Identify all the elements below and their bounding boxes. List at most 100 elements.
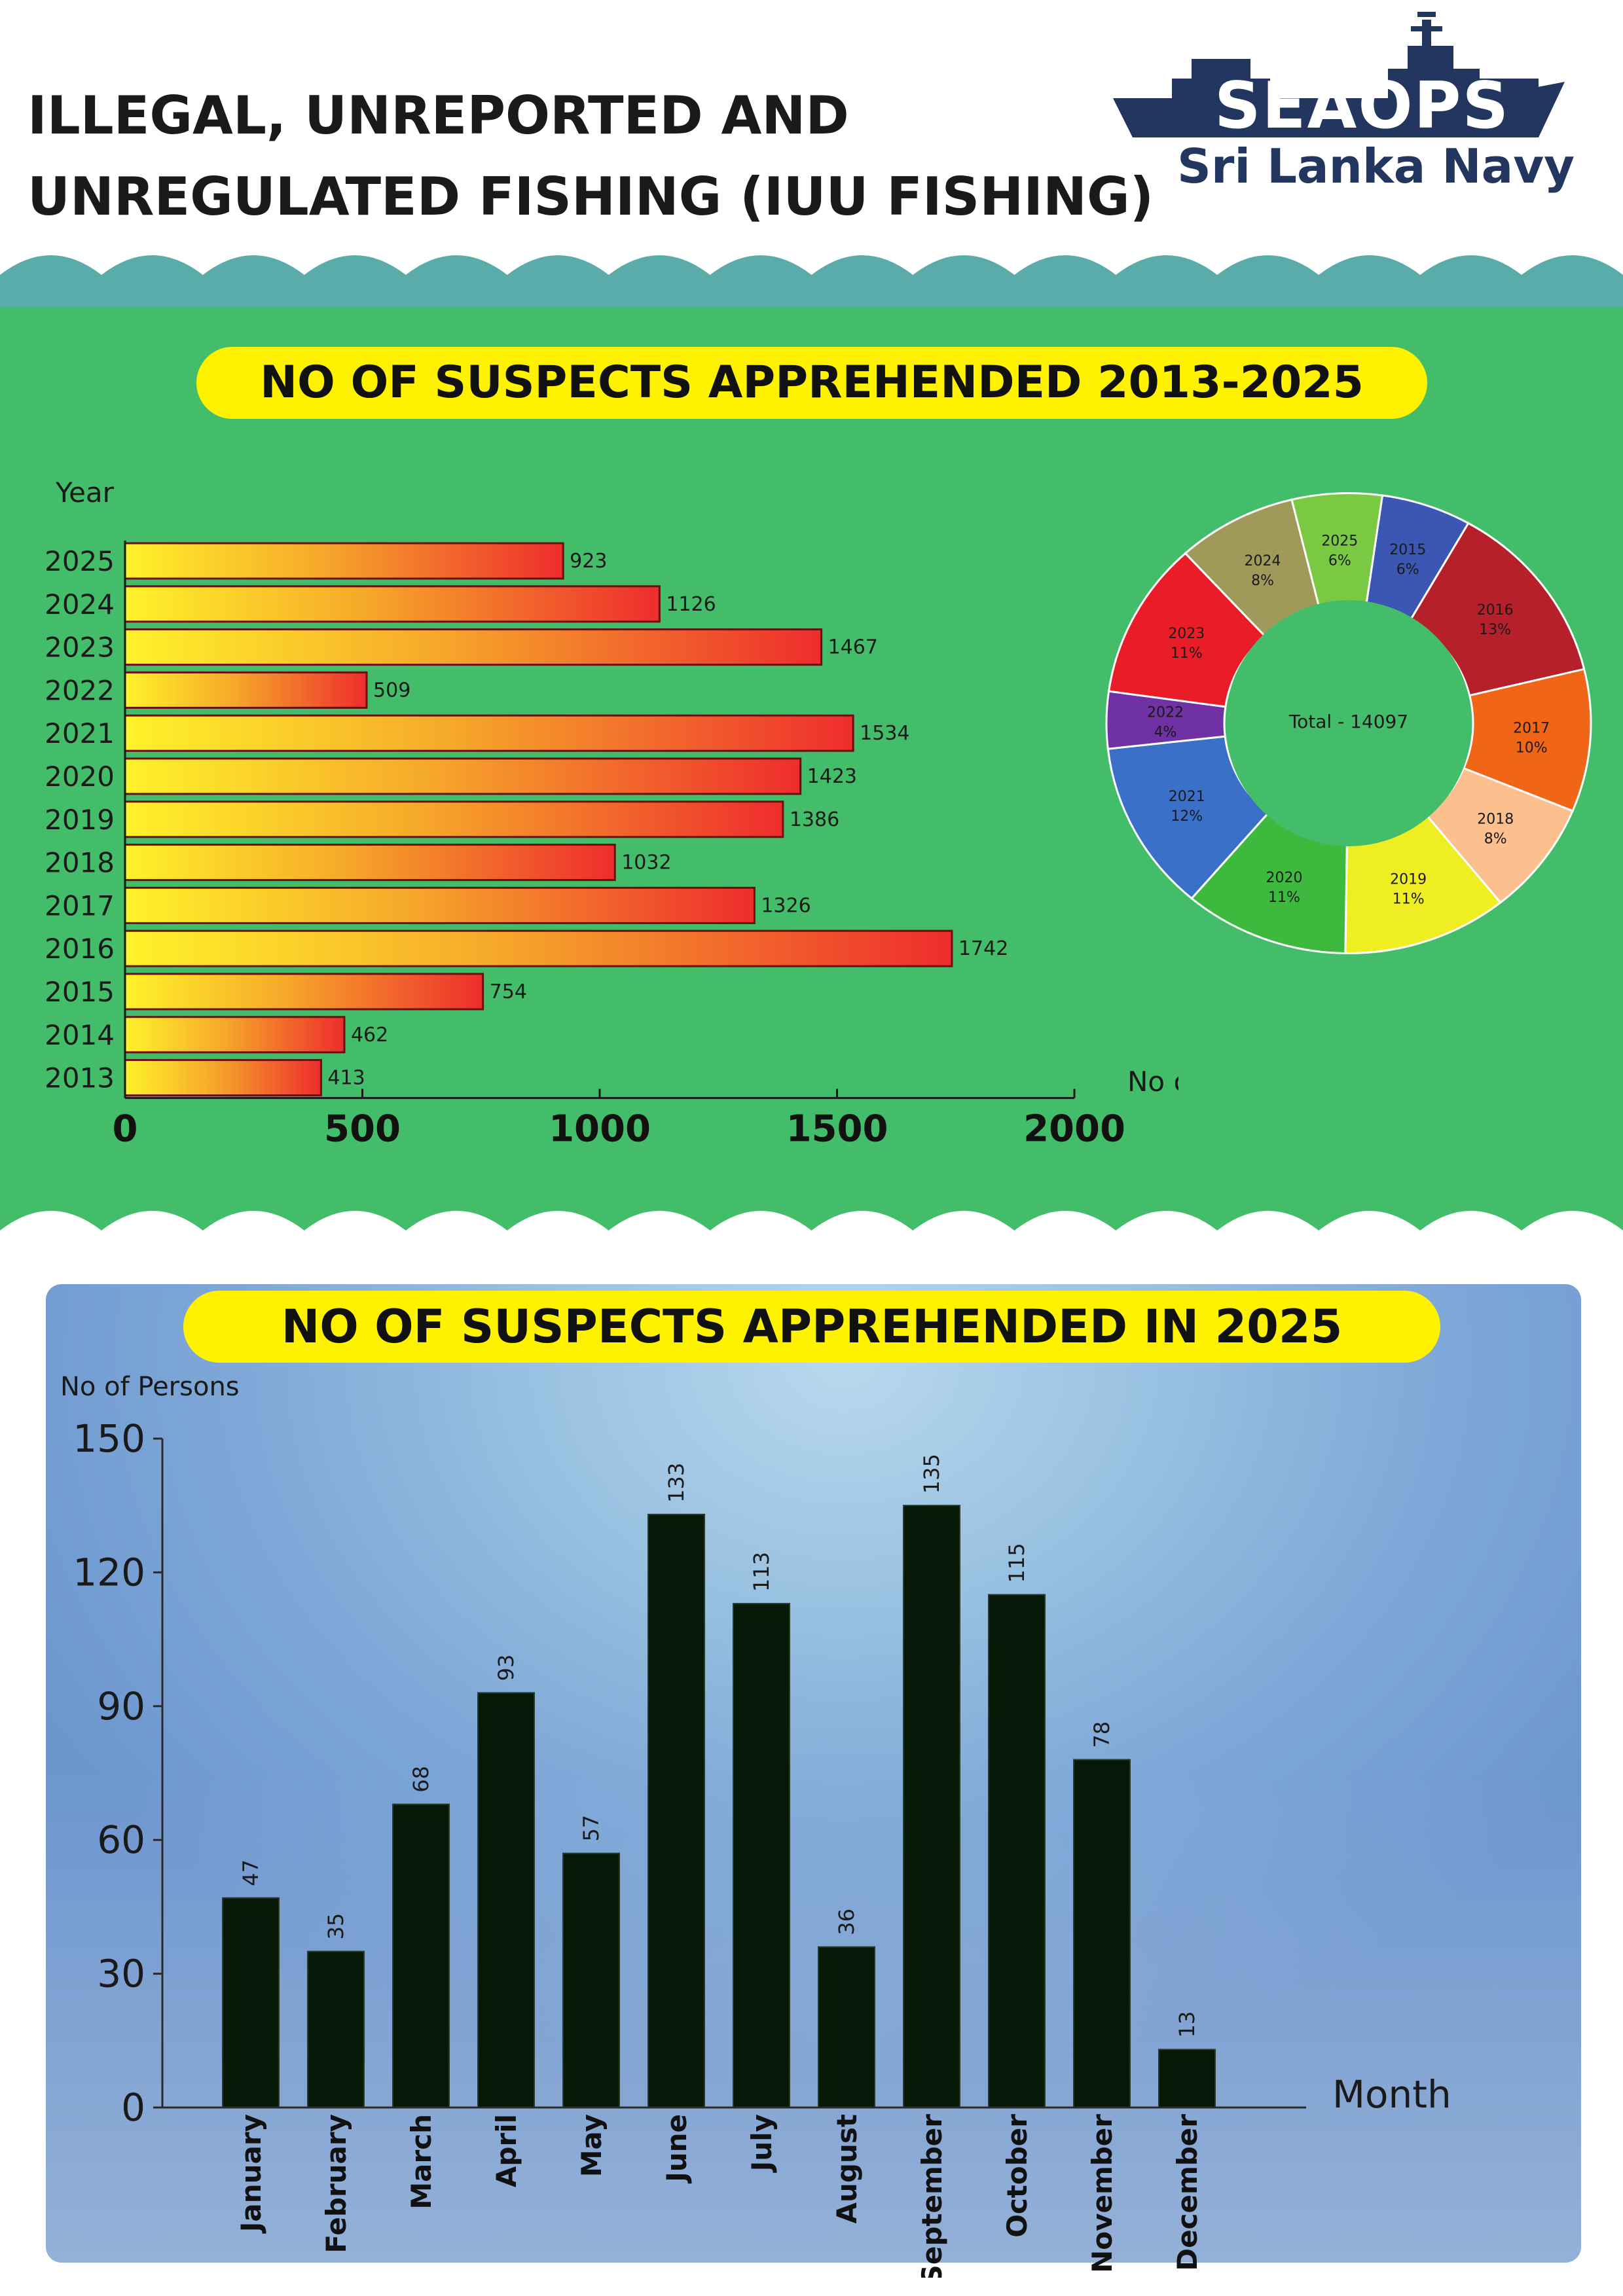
year-bar bbox=[124, 800, 784, 838]
y-tick-label: 90 bbox=[97, 1684, 145, 1729]
year-tick-label: 2018 bbox=[45, 847, 115, 879]
title-line-2: UNREGULATED FISHING (IUU FISHING) bbox=[27, 166, 1154, 227]
logo-subtitle: Sri Lanka Navy bbox=[1177, 139, 1575, 194]
month-bar bbox=[647, 1513, 705, 2108]
x-tick-label: 2000 bbox=[1023, 1108, 1125, 1151]
year-tick-label: 2021 bbox=[45, 717, 115, 749]
month-bar bbox=[988, 1594, 1046, 2108]
month-bar bbox=[733, 1603, 790, 2108]
month-data-label: 78 bbox=[1089, 1721, 1114, 1748]
donut-slice-percent: 10% bbox=[1516, 740, 1548, 756]
y-tick-label: 0 bbox=[121, 2085, 145, 2130]
donut-slice-year: 2016 bbox=[1477, 602, 1514, 619]
month-tick-label: January bbox=[235, 2114, 267, 2234]
month-data-label: 68 bbox=[409, 1766, 433, 1793]
x-axis-label: Month bbox=[1332, 2072, 1451, 2117]
year-bar bbox=[124, 585, 661, 623]
year-tick-label: 2014 bbox=[45, 1019, 115, 1051]
donut-slice-percent: 13% bbox=[1479, 622, 1511, 638]
horizontal-bar-chart: Year No of persons 2025 923 2024 1126 2023 14… bbox=[45, 476, 1178, 1151]
year-bar bbox=[124, 628, 823, 666]
donut-center-label: Total - 14097 bbox=[1288, 711, 1408, 732]
monthly-panel bbox=[46, 1284, 1581, 2263]
donut-chart: 2015 6% 2016 13% 2017 10% 2018 8% 2019 11% 2020 11%… bbox=[1105, 492, 1592, 954]
year-data-label: 462 bbox=[351, 1024, 388, 1047]
month-tick-label: June bbox=[661, 2114, 693, 2184]
donut-slice-percent: 6% bbox=[1396, 562, 1419, 578]
month-tick-label: August bbox=[831, 2114, 863, 2223]
month-data-label: 115 bbox=[1004, 1543, 1029, 1583]
month-data-label: 133 bbox=[664, 1463, 689, 1503]
year-bar bbox=[124, 1059, 322, 1097]
month-data-label: 35 bbox=[323, 1913, 348, 1940]
month-bar bbox=[477, 1692, 535, 2108]
year-tick-label: 2024 bbox=[45, 588, 115, 620]
section-title-pill-months: NO OF SUSPECTS APPREHENDED IN 2025 bbox=[183, 1291, 1440, 1363]
year-bar bbox=[124, 714, 854, 752]
vertical-bar-chart: No of Persons Month 47 January 35 February 6… bbox=[60, 1372, 1451, 2278]
month-data-label: 135 bbox=[919, 1454, 944, 1494]
month-tick-label: October bbox=[1001, 2114, 1033, 2238]
year-bar bbox=[124, 973, 484, 1011]
title-line-1: ILLEGAL, UNREPORTED AND bbox=[27, 85, 849, 146]
month-tick-label: April bbox=[490, 2114, 522, 2187]
year-tick-label: 2020 bbox=[45, 761, 115, 793]
year-data-label: 1326 bbox=[761, 894, 811, 917]
year-data-label: 923 bbox=[570, 550, 607, 573]
year-data-label: 1534 bbox=[860, 722, 909, 745]
year-tick-label: 2017 bbox=[45, 889, 115, 922]
logo-text: SEAOPS bbox=[1214, 69, 1510, 143]
month-tick-label: February bbox=[320, 2114, 352, 2253]
x-axis-label: No of persons bbox=[1127, 1066, 1178, 1098]
month-tick-label: May bbox=[575, 2114, 608, 2177]
donut-slice-year: 2018 bbox=[1477, 811, 1514, 827]
year-data-label: 1742 bbox=[958, 937, 1008, 960]
year-bar bbox=[124, 929, 953, 967]
year-tick-label: 2023 bbox=[45, 632, 115, 664]
page-title: ILLEGAL, UNREPORTED AND UNREGULATED FISH… bbox=[27, 75, 1154, 238]
top-wave bbox=[0, 255, 1623, 321]
y-tick-label: 120 bbox=[73, 1550, 145, 1594]
month-data-label: 57 bbox=[579, 1815, 604, 1842]
donut-slice-year: 2020 bbox=[1266, 870, 1302, 886]
x-tick-label: 0 bbox=[113, 1108, 138, 1151]
month-bar bbox=[903, 1505, 960, 2108]
donut-slice-percent: 11% bbox=[1268, 889, 1300, 906]
x-tick-label: 1000 bbox=[549, 1108, 651, 1151]
month-tick-label: November bbox=[1086, 2114, 1118, 2273]
year-bar bbox=[124, 671, 368, 709]
year-bar bbox=[124, 886, 756, 924]
year-tick-label: 2015 bbox=[45, 976, 115, 1008]
donut-slice-percent: 8% bbox=[1251, 573, 1274, 589]
year-data-label: 509 bbox=[373, 679, 410, 702]
month-bar bbox=[392, 1803, 450, 2109]
year-tick-label: 2016 bbox=[45, 933, 115, 965]
donut-slice-percent: 12% bbox=[1171, 808, 1203, 825]
x-tick-label: 1500 bbox=[786, 1108, 888, 1151]
month-tick-label: July bbox=[746, 2114, 778, 2173]
month-data-label: 13 bbox=[1175, 2011, 1199, 2038]
donut-slice-year: 2019 bbox=[1390, 872, 1427, 888]
donut-slice-percent: 6% bbox=[1328, 552, 1351, 569]
donut-slice-percent: 8% bbox=[1484, 831, 1507, 847]
y-tick-label: 30 bbox=[97, 1952, 145, 1996]
y-tick-label: 150 bbox=[73, 1416, 145, 1461]
donut-slice-year: 2024 bbox=[1245, 553, 1281, 569]
month-data-label: 93 bbox=[494, 1655, 519, 1681]
year-bar bbox=[124, 844, 616, 882]
month-tick-label: December bbox=[1171, 2114, 1203, 2271]
year-data-label: 754 bbox=[490, 980, 527, 1003]
y-axis-label: Year bbox=[55, 476, 115, 509]
bottom-wave bbox=[0, 1211, 1623, 1250]
donut-slice-percent: 11% bbox=[1393, 891, 1425, 908]
year-data-label: 1032 bbox=[621, 852, 671, 874]
year-data-label: 413 bbox=[327, 1067, 365, 1090]
year-tick-label: 2022 bbox=[45, 674, 115, 706]
year-bar bbox=[124, 542, 564, 580]
donut-slice-year: 2017 bbox=[1513, 720, 1550, 736]
y-tick-label: 60 bbox=[97, 1818, 145, 1862]
month-data-label: 113 bbox=[749, 1552, 774, 1592]
navy-ship-icon bbox=[1113, 12, 1565, 137]
y-axis-label: No of Persons bbox=[60, 1372, 240, 1402]
year-data-label: 1423 bbox=[807, 765, 857, 788]
